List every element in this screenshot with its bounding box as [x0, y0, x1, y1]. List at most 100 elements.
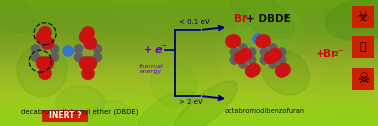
- Circle shape: [79, 57, 92, 70]
- Bar: [0, 104, 378, 106]
- Bar: [0, 85, 378, 86]
- Text: Br: Br: [323, 49, 336, 59]
- Circle shape: [248, 63, 260, 76]
- Circle shape: [93, 44, 102, 53]
- Bar: [0, 30, 378, 32]
- Circle shape: [234, 51, 247, 64]
- Bar: [0, 9, 378, 11]
- Ellipse shape: [314, 70, 373, 119]
- Circle shape: [245, 65, 258, 77]
- Bar: [0, 118, 378, 119]
- Circle shape: [277, 55, 286, 65]
- Text: octabromodibenzofuran: octabromodibenzofuran: [225, 108, 305, 114]
- Circle shape: [253, 34, 263, 44]
- Bar: [0, 74, 378, 76]
- Circle shape: [62, 45, 73, 56]
- FancyBboxPatch shape: [352, 36, 374, 58]
- Bar: [0, 5, 378, 6]
- Bar: [0, 119, 378, 121]
- Bar: [0, 99, 378, 100]
- Ellipse shape: [218, 25, 288, 59]
- Bar: [0, 3, 378, 4]
- Bar: [0, 12, 378, 14]
- Bar: [0, 46, 378, 48]
- Circle shape: [84, 57, 97, 70]
- Bar: [0, 80, 378, 81]
- Bar: [0, 90, 378, 92]
- Text: decabromodiphenyl ether (DBDE): decabromodiphenyl ether (DBDE): [21, 109, 139, 115]
- Bar: [0, 65, 378, 66]
- Text: > 2 eV: > 2 eV: [179, 99, 203, 105]
- Bar: [0, 77, 378, 79]
- Bar: [0, 1, 378, 2]
- Bar: [0, 54, 378, 55]
- Bar: [0, 53, 378, 54]
- Text: +: +: [144, 45, 152, 55]
- Circle shape: [93, 53, 102, 62]
- Circle shape: [247, 48, 256, 56]
- Circle shape: [264, 51, 277, 64]
- Bar: [0, 14, 378, 16]
- Bar: [0, 93, 378, 95]
- Bar: [0, 29, 378, 31]
- Text: e: e: [154, 45, 162, 55]
- FancyBboxPatch shape: [42, 110, 88, 122]
- Bar: [0, 91, 378, 93]
- Ellipse shape: [235, 6, 304, 54]
- Circle shape: [84, 57, 93, 66]
- Bar: [0, 13, 378, 15]
- Text: ☠: ☠: [357, 72, 369, 86]
- Bar: [0, 82, 378, 83]
- Text: 🌵: 🌵: [360, 42, 366, 52]
- Circle shape: [268, 59, 277, 69]
- Bar: [0, 25, 378, 27]
- Ellipse shape: [56, 86, 105, 120]
- Ellipse shape: [95, 88, 176, 126]
- Circle shape: [79, 30, 92, 43]
- Circle shape: [39, 26, 51, 39]
- Bar: [0, 111, 378, 112]
- Ellipse shape: [325, 0, 378, 41]
- Bar: [0, 61, 378, 63]
- Bar: [0, 89, 378, 91]
- Bar: [0, 56, 378, 58]
- Bar: [0, 52, 378, 53]
- Ellipse shape: [86, 101, 136, 126]
- Text: + DBDE: + DBDE: [246, 14, 291, 24]
- Bar: [0, 109, 378, 111]
- Text: energy: energy: [140, 70, 162, 74]
- Bar: [0, 11, 378, 13]
- Bar: [0, 39, 378, 41]
- Circle shape: [239, 48, 252, 61]
- Bar: [0, 122, 378, 124]
- Bar: [0, 18, 378, 19]
- Bar: [0, 28, 378, 30]
- Bar: [0, 123, 378, 125]
- Circle shape: [36, 30, 49, 43]
- Text: 2: 2: [333, 51, 338, 57]
- Ellipse shape: [322, 0, 378, 42]
- Circle shape: [256, 35, 268, 48]
- Circle shape: [74, 44, 83, 53]
- Bar: [0, 106, 378, 108]
- Bar: [0, 62, 378, 64]
- Bar: [0, 19, 378, 20]
- Bar: [0, 39, 378, 40]
- Bar: [0, 120, 378, 122]
- Circle shape: [40, 57, 50, 66]
- Bar: [0, 86, 378, 87]
- Bar: [0, 69, 378, 70]
- Bar: [0, 22, 378, 23]
- Bar: [0, 57, 378, 59]
- Ellipse shape: [41, 47, 110, 75]
- Ellipse shape: [262, 50, 309, 95]
- Bar: [0, 94, 378, 96]
- Bar: [0, 88, 378, 90]
- Bar: [0, 27, 378, 29]
- Bar: [0, 102, 378, 104]
- Bar: [0, 10, 378, 12]
- Circle shape: [268, 43, 277, 53]
- Ellipse shape: [106, 0, 177, 32]
- Bar: [0, 20, 378, 21]
- Circle shape: [41, 57, 54, 70]
